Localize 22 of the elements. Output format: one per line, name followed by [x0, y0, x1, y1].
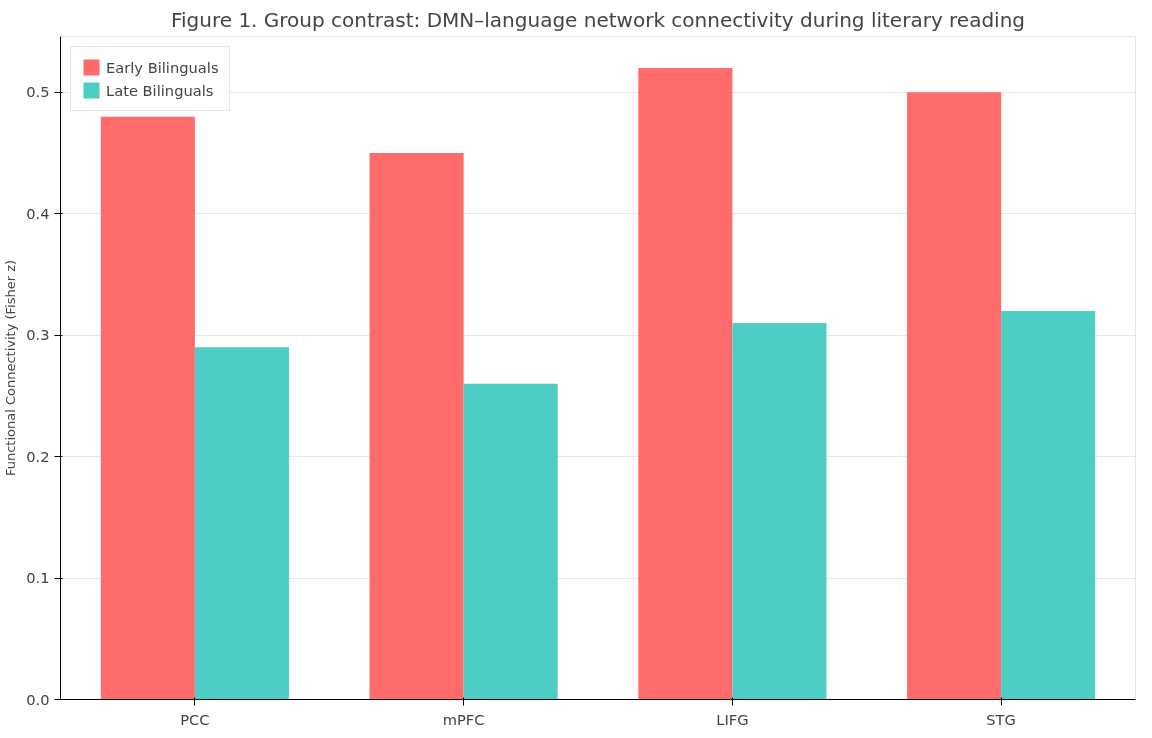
y-tick-label: 0.4: [26, 204, 50, 222]
y-tick-label: 0.3: [26, 326, 50, 344]
legend-label: Late Bilinguals: [106, 81, 214, 99]
x-tick-label: mPFC: [442, 710, 485, 728]
x-tick-label: STG: [986, 710, 1016, 728]
y-axis-title: Functional Connectivity (Fisher z): [3, 259, 19, 477]
x-tick-label: PCC: [180, 710, 210, 728]
y-tick-label: 0.2: [26, 447, 50, 465]
bar: [194, 347, 289, 700]
x-tick-label: LIFG: [716, 710, 749, 728]
legend-label: Early Bilinguals: [106, 58, 219, 76]
bar: [1001, 310, 1096, 700]
bar: [100, 116, 195, 700]
y-tick-label: 0.1: [26, 569, 50, 587]
bar: [369, 153, 464, 700]
chart-title: Figure 1. Group contrast: DMN–language network connectivity during literary reading: [170, 7, 1026, 32]
bar: [732, 323, 827, 700]
bar: [638, 68, 733, 700]
bar: [463, 383, 558, 700]
y-tick-label: 0.0: [26, 690, 50, 708]
bar: [907, 92, 1002, 700]
y-tick-label: 0.5: [26, 83, 50, 101]
